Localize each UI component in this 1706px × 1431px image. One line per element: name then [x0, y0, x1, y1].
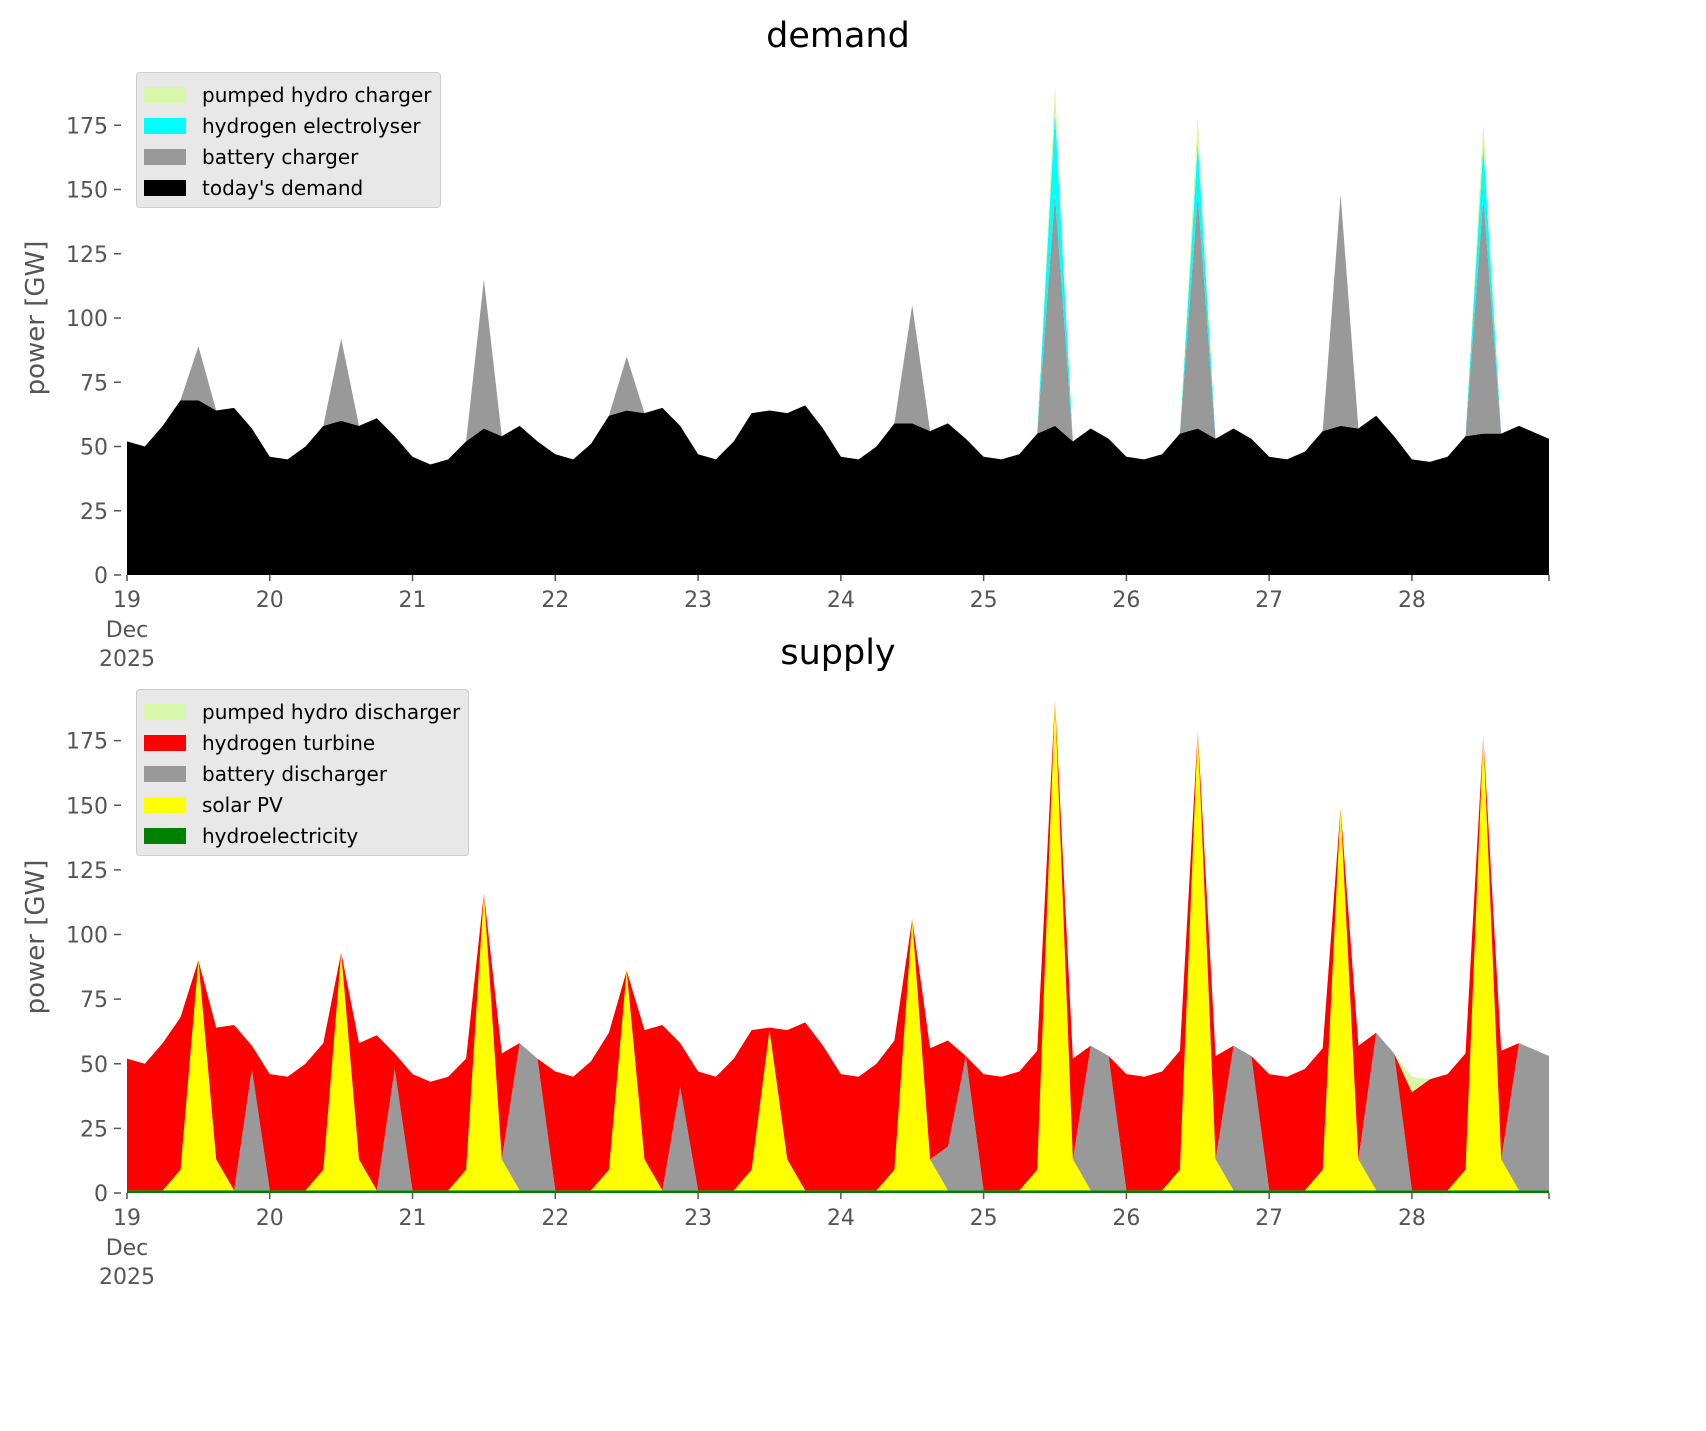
demand-legend: pumped hydro charger hydrogen electrolys…: [136, 72, 441, 208]
y-tick-label: 75: [80, 371, 108, 396]
supply-legend: pumped hydro discharger hydrogen turbine…: [136, 689, 470, 856]
y-tick-label: 50: [80, 1053, 108, 1078]
legend-item: battery discharger: [144, 758, 460, 789]
legend-swatch: [144, 796, 186, 813]
legend-label: pumped hydro discharger: [202, 699, 461, 724]
x-tick-label: 23: [684, 588, 712, 613]
legend-swatch: [144, 148, 186, 165]
y-tick-label: 175: [66, 730, 108, 755]
x-tick-label: 26: [1112, 1206, 1140, 1231]
demand-y-axis-label: power [GW]: [21, 241, 51, 396]
x-tick-label: 28: [1398, 1206, 1426, 1231]
area-today-s-demand: [127, 400, 1549, 575]
y-tick-label: 125: [66, 243, 108, 268]
supply-panel: supply power [GW] 0 25 50 75 100 125 150 175 19 D…: [21, 633, 1550, 1290]
x-tick-label: 27: [1255, 588, 1283, 613]
x-tick-label: 22: [541, 1206, 569, 1231]
y-tick-label: 100: [66, 924, 108, 949]
x-tick-label: 19: [113, 1206, 141, 1231]
legend-swatch: [144, 765, 186, 782]
x-tick-label: 21: [399, 1206, 427, 1231]
y-tick-label: 25: [80, 1117, 108, 1142]
demand-areas: [127, 86, 1549, 575]
x-tick-label: 26: [1112, 588, 1140, 613]
x-tick-sublabel: Dec: [106, 618, 149, 643]
y-tick-label: 50: [80, 436, 108, 461]
legend-label: battery charger: [202, 144, 359, 169]
y-tick-label: 0: [94, 564, 108, 589]
x-tick-sublabel: 2025: [99, 1265, 155, 1290]
legend-item: solar PV: [144, 789, 460, 820]
legend-label: solar PV: [202, 792, 283, 817]
area-hydroelectricity: [127, 1190, 1549, 1193]
x-tick-label: 23: [684, 1206, 712, 1231]
x-tick-sublabel: 2025: [99, 647, 155, 672]
x-tick-label: 27: [1255, 1206, 1283, 1231]
x-tick-label: 25: [970, 588, 998, 613]
area-solar-pv: [127, 699, 1549, 1191]
legend-label: hydroelectricity: [202, 823, 359, 848]
legend-swatch: [144, 86, 186, 103]
supply-axes: 0 25 50 75 100 125 150 175 19 Dec 2025 20 21 22 23 24 25…: [66, 730, 1550, 1290]
x-tick-label: 20: [256, 1206, 284, 1231]
y-tick-label: 150: [66, 179, 108, 204]
y-tick-label: 150: [66, 794, 108, 819]
legend-item: hydrogen electrolyser: [144, 110, 432, 141]
x-tick-label: 24: [827, 1206, 855, 1231]
supply-y-axis-label: power [GW]: [21, 860, 51, 1015]
x-tick-sublabel: Dec: [106, 1236, 149, 1261]
y-tick-label: 100: [66, 307, 108, 332]
x-tick-label: 28: [1398, 588, 1426, 613]
legend-swatch: [144, 703, 186, 720]
legend-item: battery charger: [144, 141, 432, 172]
x-tick-label: 19: [113, 588, 141, 613]
x-tick-label: 20: [256, 588, 284, 613]
demand-axes: 0 25 50 75 100 125 150 175 19 Dec 2025 20 21 22 23 24 25…: [66, 114, 1550, 672]
legend-swatch: [144, 734, 186, 751]
legend-swatch: [144, 117, 186, 134]
legend-label: hydrogen turbine: [202, 730, 376, 755]
legend-label: hydrogen electrolyser: [202, 113, 421, 138]
x-tick-label: 22: [541, 588, 569, 613]
x-tick-label: 21: [399, 588, 427, 613]
x-tick-label: 24: [827, 588, 855, 613]
x-tick-label: 25: [970, 1206, 998, 1231]
y-tick-label: 25: [80, 500, 108, 525]
legend-item: pumped hydro discharger: [144, 696, 460, 727]
supply-title: supply: [780, 633, 895, 673]
legend-label: today's demand: [202, 175, 364, 200]
legend-swatch: [144, 827, 186, 844]
legend-label: pumped hydro charger: [202, 82, 432, 107]
demand-panel: demand power [GW] 0 25 50 75 100 125 150 175 19 D…: [21, 16, 1550, 672]
legend-item: pumped hydro charger: [144, 79, 432, 110]
y-tick-label: 0: [94, 1182, 108, 1207]
y-tick-label: 75: [80, 988, 108, 1013]
legend-item: today's demand: [144, 172, 432, 203]
y-tick-label: 175: [66, 114, 108, 139]
legend-item: hydrogen turbine: [144, 727, 460, 758]
legend-item: hydroelectricity: [144, 820, 460, 851]
legend-swatch: [144, 179, 186, 196]
supply-areas: [127, 699, 1549, 1193]
area-battery-charger: [127, 194, 1549, 465]
demand-title: demand: [766, 16, 910, 56]
legend-label: battery discharger: [202, 761, 388, 786]
area-hydrogen-turbine: [127, 699, 1549, 1191]
y-tick-label: 125: [66, 859, 108, 884]
